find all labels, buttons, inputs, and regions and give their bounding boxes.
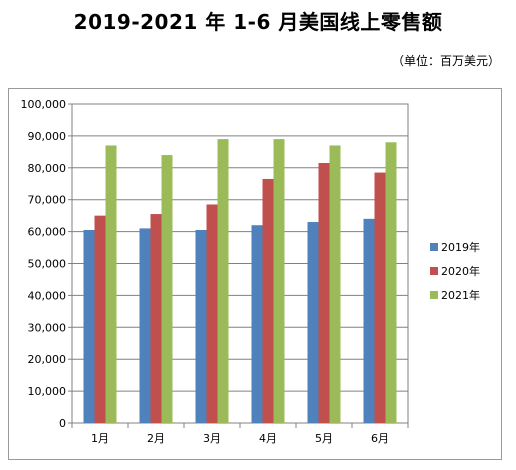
bar — [206, 204, 218, 423]
bar — [329, 145, 341, 423]
bar — [105, 145, 117, 423]
bar — [307, 222, 319, 423]
legend-swatch — [430, 243, 438, 251]
legend-label: 2021年 — [441, 288, 480, 302]
y-tick-label: 90,000 — [28, 130, 67, 143]
bar — [195, 230, 207, 423]
x-tick-label: 3月 — [203, 432, 221, 445]
y-tick-label: 100,000 — [21, 98, 67, 111]
bar — [217, 139, 229, 423]
x-tick-label: 5月 — [315, 432, 333, 445]
x-tick-label: 1月 — [91, 432, 109, 445]
bar — [83, 230, 95, 423]
bar — [318, 163, 330, 423]
bar — [251, 225, 263, 423]
chart-frame — [8, 88, 502, 460]
y-tick-label: 70,000 — [28, 194, 67, 207]
legend-swatch — [430, 291, 438, 299]
bar — [161, 155, 173, 424]
bar — [94, 215, 106, 423]
bar — [273, 139, 285, 423]
y-tick-label: 40,000 — [28, 289, 67, 302]
bar — [374, 172, 386, 423]
y-tick-label: 20,000 — [28, 353, 67, 366]
y-tick-label: 80,000 — [28, 162, 67, 175]
bar — [150, 214, 162, 423]
y-tick-label: 10,000 — [28, 385, 67, 398]
legend-label: 2020年 — [441, 264, 480, 278]
y-tick-label: 50,000 — [28, 258, 67, 271]
x-tick-label: 6月 — [371, 432, 389, 445]
legend-swatch — [430, 267, 438, 275]
bar — [139, 228, 151, 423]
x-tick-label: 4月 — [259, 432, 277, 445]
y-tick-label: 30,000 — [28, 321, 67, 334]
y-tick-label: 0 — [59, 417, 66, 430]
chart-title: 2019-2021 年 1-6 月美国线上零售额 — [73, 10, 443, 34]
bar — [385, 142, 397, 423]
x-tick-label: 2月 — [147, 432, 165, 445]
bar — [363, 218, 375, 423]
unit-note: （单位：百万美元） — [391, 54, 500, 68]
legend-label: 2019年 — [441, 240, 480, 254]
bar — [262, 178, 274, 423]
y-tick-label: 60,000 — [28, 226, 67, 239]
